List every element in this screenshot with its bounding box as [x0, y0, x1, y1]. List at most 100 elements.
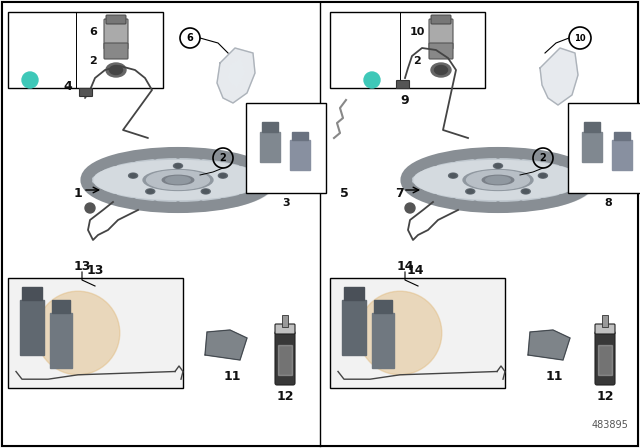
Text: 11: 11 — [223, 370, 241, 383]
Circle shape — [358, 291, 442, 375]
Text: 5: 5 — [340, 186, 348, 199]
Text: 4: 4 — [63, 79, 72, 92]
Text: 2: 2 — [220, 153, 227, 163]
Text: 13: 13 — [86, 263, 104, 276]
Polygon shape — [291, 140, 310, 170]
Ellipse shape — [163, 175, 194, 185]
Polygon shape — [22, 63, 44, 71]
FancyBboxPatch shape — [330, 278, 505, 388]
Ellipse shape — [175, 164, 181, 168]
Ellipse shape — [493, 164, 502, 168]
Text: 10: 10 — [410, 27, 425, 37]
Text: 8: 8 — [604, 198, 612, 208]
Circle shape — [559, 160, 563, 165]
Polygon shape — [584, 121, 600, 132]
Ellipse shape — [410, 156, 594, 211]
Polygon shape — [614, 132, 630, 140]
Text: 11: 11 — [545, 370, 563, 383]
Circle shape — [85, 203, 95, 213]
Ellipse shape — [109, 65, 122, 74]
Circle shape — [19, 77, 27, 85]
Polygon shape — [262, 121, 278, 132]
Circle shape — [175, 202, 180, 207]
Ellipse shape — [486, 177, 510, 184]
Ellipse shape — [220, 174, 226, 177]
Ellipse shape — [201, 189, 211, 194]
Circle shape — [472, 201, 477, 206]
Ellipse shape — [90, 156, 274, 211]
Circle shape — [99, 190, 104, 195]
FancyBboxPatch shape — [595, 331, 615, 385]
Text: 9: 9 — [401, 94, 410, 107]
Ellipse shape — [466, 189, 475, 194]
Ellipse shape — [166, 177, 190, 184]
FancyBboxPatch shape — [246, 103, 326, 193]
Polygon shape — [540, 48, 578, 105]
FancyBboxPatch shape — [568, 103, 640, 193]
Circle shape — [113, 160, 118, 165]
Circle shape — [573, 165, 577, 170]
Polygon shape — [582, 132, 602, 161]
Ellipse shape — [414, 160, 582, 199]
Circle shape — [559, 195, 563, 200]
Text: 6: 6 — [187, 33, 193, 43]
FancyBboxPatch shape — [429, 43, 453, 59]
FancyBboxPatch shape — [275, 324, 295, 334]
Circle shape — [582, 184, 586, 189]
Circle shape — [495, 202, 500, 207]
Ellipse shape — [540, 174, 546, 177]
Text: 1: 1 — [74, 186, 83, 199]
Text: 10: 10 — [574, 34, 586, 43]
Ellipse shape — [94, 160, 262, 199]
Polygon shape — [17, 67, 50, 81]
Circle shape — [38, 77, 46, 85]
Circle shape — [495, 153, 500, 158]
Circle shape — [152, 154, 157, 159]
Circle shape — [433, 195, 438, 200]
Circle shape — [262, 184, 266, 189]
Ellipse shape — [203, 190, 209, 193]
Polygon shape — [228, 58, 245, 88]
Text: 12: 12 — [596, 389, 614, 402]
Circle shape — [239, 160, 243, 165]
Ellipse shape — [495, 164, 501, 168]
Circle shape — [220, 156, 225, 161]
Circle shape — [113, 195, 118, 200]
Polygon shape — [22, 287, 42, 300]
Ellipse shape — [143, 169, 213, 190]
Polygon shape — [217, 48, 255, 103]
Polygon shape — [342, 300, 366, 355]
Polygon shape — [344, 63, 366, 71]
Circle shape — [584, 177, 589, 182]
Circle shape — [99, 165, 104, 170]
Text: 2: 2 — [413, 56, 421, 66]
Circle shape — [451, 156, 456, 161]
Circle shape — [131, 199, 136, 204]
Circle shape — [518, 201, 524, 206]
FancyBboxPatch shape — [282, 315, 288, 327]
Text: 6: 6 — [89, 27, 97, 37]
Ellipse shape — [173, 164, 182, 168]
Circle shape — [419, 190, 424, 195]
Polygon shape — [372, 313, 394, 368]
Circle shape — [175, 153, 180, 158]
Circle shape — [410, 184, 415, 189]
Ellipse shape — [483, 175, 514, 185]
Ellipse shape — [435, 65, 447, 74]
Circle shape — [410, 171, 415, 176]
Ellipse shape — [449, 173, 458, 178]
Text: 13: 13 — [74, 259, 91, 272]
Text: 14: 14 — [406, 263, 424, 276]
Circle shape — [540, 156, 545, 161]
Text: 14: 14 — [396, 259, 413, 272]
Circle shape — [419, 165, 424, 170]
Circle shape — [90, 184, 95, 189]
Circle shape — [405, 203, 415, 213]
Circle shape — [131, 156, 136, 161]
FancyBboxPatch shape — [330, 12, 485, 88]
Ellipse shape — [147, 171, 209, 190]
Polygon shape — [292, 132, 308, 140]
FancyBboxPatch shape — [595, 324, 615, 334]
Circle shape — [433, 160, 438, 165]
Circle shape — [451, 199, 456, 204]
